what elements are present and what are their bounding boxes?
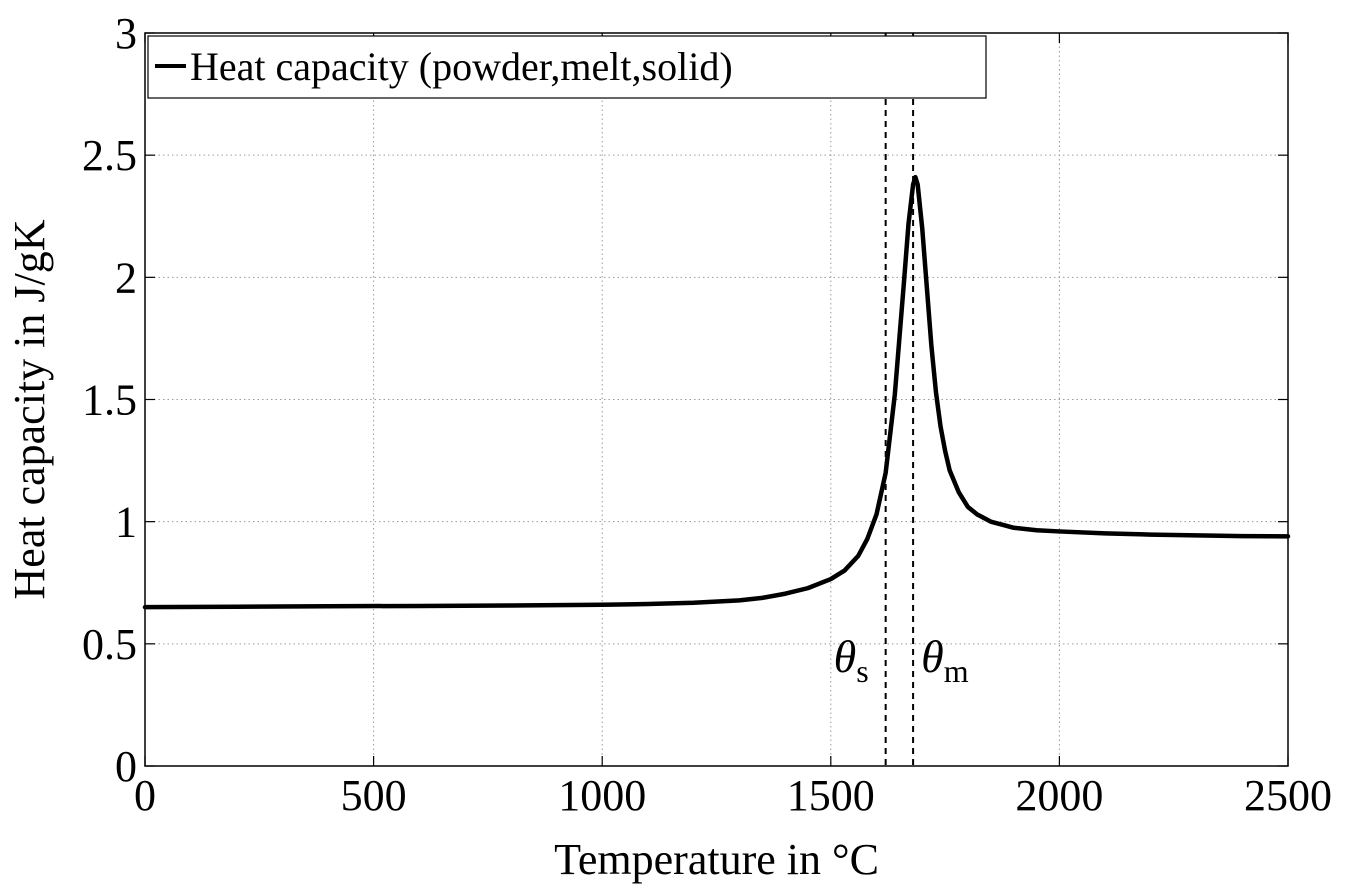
data-point	[949, 470, 950, 471]
data-point	[1150, 534, 1151, 535]
data-point	[926, 287, 927, 288]
x-tick-labels: 0 500 1000 1500 2000 2500	[134, 771, 1332, 820]
data-point	[1196, 535, 1197, 536]
x-tick-label: 0	[134, 771, 156, 820]
data-point	[602, 604, 603, 605]
reference-lines	[884, 33, 915, 766]
data-point	[935, 392, 936, 393]
data-point	[830, 579, 831, 580]
data-point	[1004, 525, 1005, 526]
annotation-theta-s: θs	[834, 631, 869, 689]
x-tick-label: 500	[341, 771, 407, 820]
data-point	[510, 605, 511, 606]
data-point	[844, 570, 845, 571]
data-point	[931, 345, 932, 346]
data-point	[903, 282, 904, 283]
data-point	[899, 338, 900, 339]
data-point	[945, 450, 946, 451]
data-point	[940, 426, 941, 427]
x-tick-label: 2000	[1015, 771, 1103, 820]
data-point	[236, 606, 237, 607]
legend-entry-heat-capacity: Heat capacity (powder,melt,solid)	[190, 44, 733, 89]
data-point	[762, 597, 763, 598]
data-point	[1036, 530, 1037, 531]
data-point	[858, 555, 859, 556]
y-tick-label: 0	[115, 742, 137, 791]
data-point	[807, 588, 808, 589]
y-tick-label: 1.5	[82, 376, 137, 425]
annotation-theta-m: θm	[921, 631, 969, 689]
data-point	[876, 514, 877, 515]
data-point	[922, 228, 923, 229]
legend: Heat capacity (powder,melt,solid)	[147, 35, 987, 99]
data-point	[867, 538, 868, 539]
data-point	[894, 394, 895, 395]
data-point	[967, 507, 968, 508]
data-point	[1105, 533, 1106, 534]
data-point	[908, 223, 909, 224]
series-line-heat-capacity	[142, 174, 1291, 610]
data-point	[419, 605, 420, 606]
data-point	[990, 521, 991, 522]
data-point	[915, 177, 916, 178]
data-point	[785, 593, 786, 594]
data-point	[917, 184, 918, 185]
y-tick-label: 3	[115, 9, 137, 58]
y-tick-label: 2.5	[82, 131, 137, 180]
data-point	[1242, 536, 1243, 537]
series-layer	[142, 174, 1291, 610]
annotations: θs θm	[834, 631, 969, 689]
y-tick-label: 2	[115, 253, 137, 302]
y-tick-label: 1	[115, 498, 137, 547]
data-point	[885, 472, 886, 473]
legend-box	[147, 35, 987, 99]
x-tick-label: 2500	[1244, 771, 1332, 820]
y-axis-label: Heat capacity in J/gK	[5, 219, 54, 599]
data-point	[1013, 527, 1014, 528]
x-tick-label: 1500	[787, 771, 875, 820]
data-point	[739, 600, 740, 601]
grid-lines	[145, 33, 1288, 766]
data-point	[647, 604, 648, 605]
data-point	[1059, 531, 1060, 532]
data-point	[958, 492, 959, 493]
x-axis-label: Temperature in °C	[554, 835, 879, 884]
data-point	[693, 602, 694, 603]
data-point	[977, 514, 978, 515]
data-point	[913, 184, 914, 185]
data-point	[327, 606, 328, 607]
y-tick-label: 0.5	[82, 620, 137, 669]
y-tick-labels: 0 0.5 1 1.5 2 2.5 3	[82, 9, 137, 791]
x-tick-label: 1000	[558, 771, 646, 820]
